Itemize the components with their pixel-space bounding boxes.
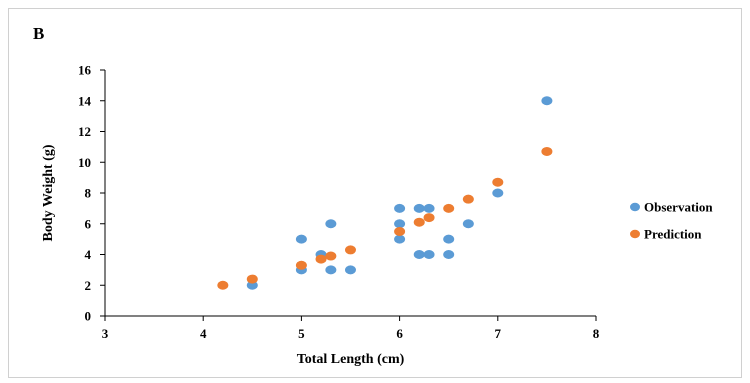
- legend-label-prediction: Prediction: [644, 227, 702, 242]
- y-axis-title: Body Weight (g): [41, 144, 56, 241]
- prediction-point: [462, 194, 474, 204]
- y-tick-label: 6: [85, 216, 92, 231]
- legend: Observation Prediction: [630, 200, 713, 242]
- observation-point: [345, 265, 356, 275]
- observation-point: [394, 219, 406, 229]
- y-tick-label: 0: [85, 309, 92, 324]
- axes: [100, 69, 597, 321]
- x-tick-label: 7: [495, 326, 502, 341]
- observation-point: [325, 219, 337, 229]
- tick-labels: 3 4 5 6 7 8 0 2 4 6 8 10 12 14 16: [78, 63, 600, 342]
- prediction-point: [246, 274, 258, 284]
- observation-point: [423, 250, 435, 259]
- prediction-point: [443, 203, 455, 213]
- observation-point: [462, 219, 474, 229]
- data-points: [217, 96, 553, 290]
- x-tick-label: 6: [396, 326, 403, 341]
- prediction-point: [394, 226, 406, 236]
- y-tick-label: 16: [78, 63, 92, 78]
- legend-marker-observation: [630, 202, 640, 212]
- observation-point: [423, 203, 435, 213]
- observation-point: [443, 234, 455, 244]
- prediction-point: [345, 245, 356, 255]
- legend-label-observation: Observation: [644, 200, 713, 215]
- observation-point: [325, 265, 337, 275]
- x-tick-label: 8: [593, 326, 600, 341]
- observation-point: [394, 203, 406, 213]
- observation-point: [413, 250, 425, 259]
- y-tick-label: 4: [85, 247, 92, 262]
- x-tick-label: 5: [298, 326, 305, 341]
- y-tick-label: 14: [78, 93, 92, 108]
- prediction-point: [423, 213, 435, 223]
- observation-point: [492, 188, 504, 198]
- x-tick-label: 4: [200, 326, 207, 341]
- observation-point: [394, 234, 406, 244]
- prediction-point: [315, 254, 327, 264]
- series-prediction: [217, 146, 553, 290]
- prediction-point: [217, 280, 229, 290]
- prediction-point: [492, 177, 504, 187]
- observation-point: [413, 203, 425, 213]
- prediction-point: [413, 217, 425, 227]
- prediction-point: [295, 260, 307, 270]
- prediction-point: [325, 251, 337, 261]
- x-tick-label: 3: [102, 326, 109, 341]
- y-tick-label: 10: [78, 155, 91, 170]
- panel-label: B: [33, 24, 45, 43]
- observation-point: [295, 234, 307, 244]
- observation-point: [246, 280, 258, 290]
- observation-point: [443, 250, 455, 259]
- series-observation: [246, 96, 553, 290]
- y-tick-label: 12: [78, 124, 91, 139]
- y-tick-label: 8: [85, 186, 92, 201]
- prediction-point: [541, 146, 553, 156]
- legend-marker-prediction: [630, 229, 640, 239]
- observation-point: [541, 96, 553, 106]
- y-tick-label: 2: [85, 278, 92, 293]
- x-axis-title: Total Length (cm): [297, 352, 405, 367]
